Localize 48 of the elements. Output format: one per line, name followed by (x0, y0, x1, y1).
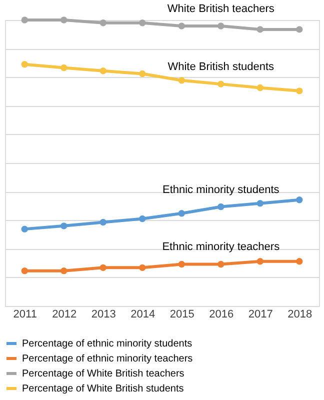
point (60, 267, 68, 274)
point (60, 222, 68, 230)
legend-label: Percentage of White British students (22, 384, 184, 394)
x-tick-label: 2017 (248, 308, 273, 320)
x-tick-label: 2018 (288, 308, 312, 320)
x-tick-label: 2016 (209, 308, 234, 320)
x-tick-label: 2014 (130, 308, 156, 320)
point (139, 215, 146, 222)
point (256, 84, 264, 92)
point (178, 22, 185, 30)
point (100, 264, 106, 272)
point (178, 210, 185, 217)
point (218, 260, 224, 268)
point (21, 267, 28, 274)
x-tick-label: 2012 (52, 308, 77, 320)
point (21, 60, 28, 68)
point (218, 80, 224, 88)
x-tick-label: 2011 (13, 308, 37, 320)
point (100, 218, 106, 226)
point (100, 20, 106, 26)
legend-label: Percentage of White British teachers (22, 368, 184, 380)
legend-label: Percentage of ethnic minority teachers (22, 354, 193, 364)
point (60, 64, 68, 72)
point (218, 22, 224, 30)
point (296, 258, 303, 265)
point (218, 203, 224, 210)
point (178, 77, 185, 84)
point (256, 200, 264, 207)
point (178, 260, 185, 268)
point (60, 16, 68, 24)
text: White British teachers (167, 3, 275, 16)
point (21, 226, 28, 232)
point (139, 70, 146, 78)
annotation: Ethnic minority students (162, 184, 280, 196)
annotation: White British students (168, 61, 275, 74)
point (139, 20, 146, 26)
point (139, 264, 146, 272)
point (21, 16, 28, 24)
point (296, 196, 303, 204)
point (296, 88, 303, 94)
x-tick-label: 2015 (170, 308, 194, 320)
point (256, 26, 264, 33)
point (100, 68, 106, 74)
point (256, 258, 264, 265)
x-tick-label: 2013 (91, 308, 116, 320)
point (296, 26, 303, 33)
annotation: Ethnic minority teachers (162, 241, 280, 254)
legend-label: Percentage of ethnic minority students (22, 338, 192, 350)
